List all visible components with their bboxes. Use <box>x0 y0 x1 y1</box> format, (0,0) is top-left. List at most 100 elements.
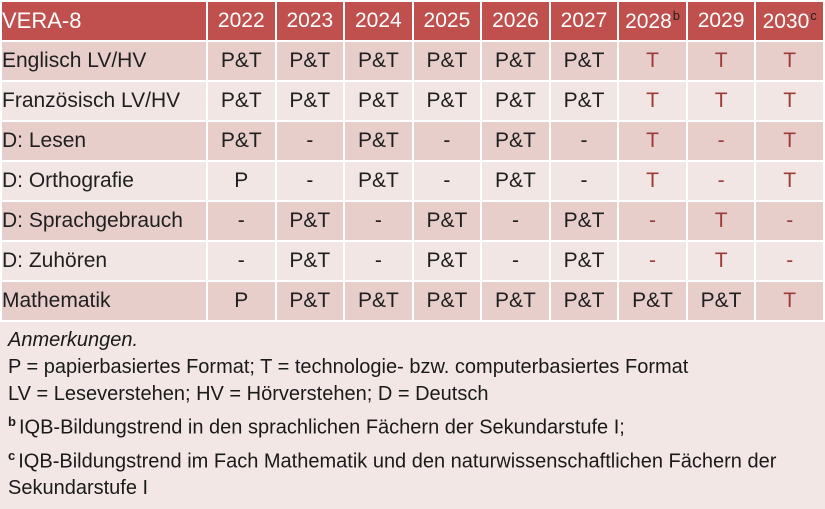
format-cell: P&T <box>548 280 620 322</box>
format-cell: - <box>617 240 688 282</box>
format-cell: - <box>206 200 277 242</box>
format-cell: P&T <box>548 80 620 122</box>
format-cell: P&T <box>343 40 414 82</box>
row-label: D: Orthografie <box>0 160 208 202</box>
footnote-marker: b <box>8 414 16 429</box>
row-label: D: Zuhören <box>0 240 208 282</box>
format-cell: T <box>617 160 688 202</box>
table-row: D: Zuhören - P&T - P&T - P&T - T - <box>0 240 825 282</box>
format-cell: T <box>617 80 688 122</box>
format-cell: T <box>685 40 757 82</box>
format-cell: P&T <box>274 280 346 322</box>
table-row: Englisch LV/HV P&T P&T P&T P&T P&T P&T T T T <box>0 40 825 82</box>
format-cell: - <box>685 160 757 202</box>
column-footnote-marker: b <box>672 8 681 23</box>
format-cell: - <box>548 160 620 202</box>
format-cell: - <box>411 160 483 202</box>
format-cell: P <box>206 280 277 322</box>
footnote-line: c IQB-Bildungstrend im Fach Mathematik un… <box>8 447 777 500</box>
table-row: D: Orthografie P - P&T - P&T - T - T <box>0 160 825 202</box>
row-label: D: Sprachgebrauch <box>0 200 208 242</box>
format-cell: - <box>480 240 551 282</box>
format-cell: P&T <box>343 280 414 322</box>
format-cell: P&T <box>480 120 551 162</box>
footnote-line: b IQB-Bildungstrend in den sprachlichen F… <box>8 414 625 439</box>
footnotes-heading: Anmerkungen. <box>8 329 139 351</box>
table-row: Französisch LV/HV P&T P&T P&T P&T P&T P&T T T T <box>0 80 825 122</box>
row-label: Französisch LV/HV <box>0 80 208 122</box>
format-cell: P&T <box>206 40 277 82</box>
table-row: D: Lesen P&T - P&T - P&T - T - T <box>0 120 825 162</box>
format-cell: P&T <box>206 80 277 122</box>
format-cell: T <box>754 160 825 202</box>
format-cell: - <box>274 120 346 162</box>
format-cell: P&T <box>480 160 551 202</box>
year-column-header: 2030c <box>754 0 825 42</box>
format-cell: P <box>206 160 277 202</box>
row-label: Englisch LV/HV <box>0 40 208 82</box>
format-cell: - <box>685 120 757 162</box>
format-cell: P&T <box>343 160 414 202</box>
format-cell: P&T <box>274 80 346 122</box>
format-cell: P&T <box>548 40 620 82</box>
format-cell: P&T <box>411 40 483 82</box>
footnote-marker: c <box>8 447 16 463</box>
format-cell: T <box>617 120 688 162</box>
format-cell: T <box>754 280 825 322</box>
format-cell: - <box>206 240 277 282</box>
format-cell: - <box>617 200 688 242</box>
format-cell: T <box>685 240 757 282</box>
format-cell: P&T <box>480 40 551 82</box>
format-cell: T <box>754 40 825 82</box>
footnotes-lines: P = papierbasiertes Format; T = technolo… <box>8 354 816 502</box>
row-label: Mathematik <box>0 280 208 322</box>
format-cell: P&T <box>411 240 483 282</box>
table-header-row: VERA-8 2022 2023 2024 2025 2026 2027 2028b 2029… <box>0 0 825 42</box>
format-cell: P&T <box>274 200 346 242</box>
format-cell: T <box>617 40 688 82</box>
format-cell: P&T <box>411 280 483 322</box>
format-cell: P&T <box>685 280 757 322</box>
year-column-header: 2028b <box>617 0 688 42</box>
format-cell: P&T <box>343 120 414 162</box>
year-column-header: 2024 <box>343 0 414 42</box>
year-column-header: 2027 <box>548 0 620 42</box>
format-cell: P&T <box>411 200 483 242</box>
format-cell: - <box>754 200 825 242</box>
year-column-header: 2022 <box>206 0 277 42</box>
column-footnote-marker: c <box>810 8 817 23</box>
format-cell: - <box>274 160 346 202</box>
format-cell: P&T <box>480 280 551 322</box>
table-row: D: Sprachgebrauch - P&T - P&T - P&T - T - <box>0 200 825 242</box>
format-cell: T <box>754 80 825 122</box>
format-cell: P&T <box>548 240 620 282</box>
format-cell: P&T <box>617 280 688 322</box>
format-cell: P&T <box>274 40 346 82</box>
format-cell: T <box>754 120 825 162</box>
format-cell: - <box>411 120 483 162</box>
format-cell: - <box>754 240 825 282</box>
format-cell: P&T <box>480 80 551 122</box>
format-cell: P&T <box>274 240 346 282</box>
table-title: VERA-8 <box>0 0 208 42</box>
year-column-header: 2026 <box>480 0 551 42</box>
table-row: Mathematik P P&T P&T P&T P&T P&T P&T P&T T <box>0 280 825 322</box>
format-cell: - <box>343 240 414 282</box>
format-cell: - <box>548 120 620 162</box>
footnote-line: LV = Leseverstehen; HV = Hörverstehen; D… <box>8 383 489 405</box>
footnotes: Anmerkungen. P = papierbasiertes Format;… <box>0 322 825 509</box>
year-column-header: 2023 <box>274 0 346 42</box>
format-cell: T <box>685 80 757 122</box>
format-cell: P&T <box>548 200 620 242</box>
format-cell: - <box>480 200 551 242</box>
year-column-header: 2025 <box>411 0 483 42</box>
format-cell: - <box>343 200 414 242</box>
format-cell: P&T <box>411 80 483 122</box>
format-cell: P&T <box>206 120 277 162</box>
row-label: D: Lesen <box>0 120 208 162</box>
vera8-table: VERA-8 2022 2023 2024 2025 2026 2027 2028b 2029… <box>0 0 825 322</box>
format-cell: T <box>685 200 757 242</box>
footnote-line: P = papierbasiertes Format; T = technolo… <box>8 356 689 378</box>
format-cell: P&T <box>343 80 414 122</box>
